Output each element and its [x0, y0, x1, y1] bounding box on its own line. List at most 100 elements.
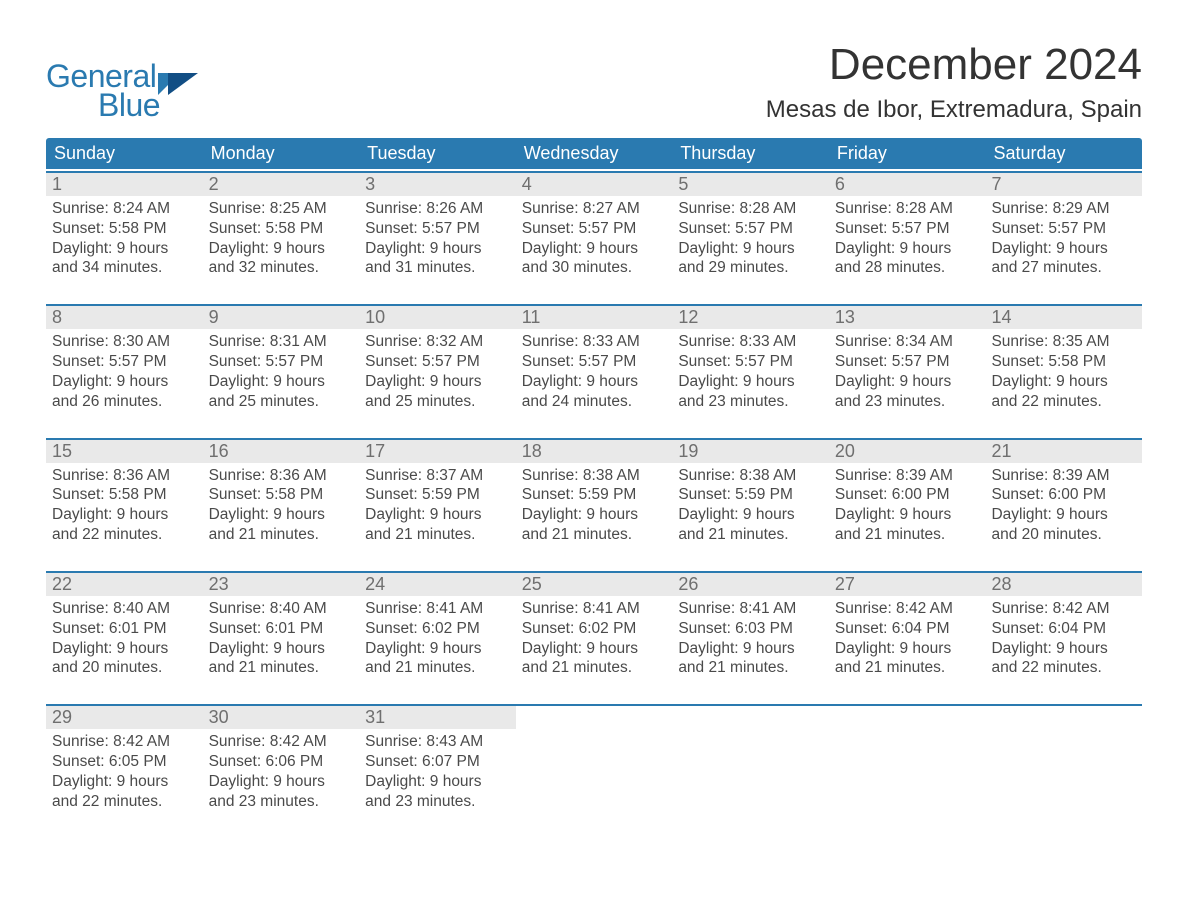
- day-number: 14: [985, 306, 1142, 329]
- day-sunset: Sunset: 5:57 PM: [522, 219, 667, 239]
- day-d1: Daylight: 9 hours: [522, 505, 667, 525]
- day-number: 3: [359, 173, 516, 196]
- day-d2: and 29 minutes.: [678, 258, 823, 278]
- day-sunrise: Sunrise: 8:37 AM: [365, 466, 510, 486]
- day-body: Sunrise: 8:36 AMSunset: 5:58 PMDaylight:…: [46, 463, 203, 545]
- day-number: 20: [829, 440, 986, 463]
- day-sunset: Sunset: 5:57 PM: [365, 352, 510, 372]
- day-number: 25: [516, 573, 673, 596]
- day-body: Sunrise: 8:37 AMSunset: 5:59 PMDaylight:…: [359, 463, 516, 545]
- day-sunrise: Sunrise: 8:42 AM: [209, 732, 354, 752]
- day-body: Sunrise: 8:25 AMSunset: 5:58 PMDaylight:…: [203, 196, 360, 278]
- day-d1: Daylight: 9 hours: [835, 505, 980, 525]
- day-sunset: Sunset: 6:03 PM: [678, 619, 823, 639]
- day-number: 30: [203, 706, 360, 729]
- header: General Blue December 2024 Mesas de Ibor…: [46, 40, 1142, 124]
- logo-word-2: Blue: [98, 87, 160, 124]
- calendar-day: 18Sunrise: 8:38 AMSunset: 5:59 PMDayligh…: [516, 440, 673, 545]
- calendar-day: 6Sunrise: 8:28 AMSunset: 5:57 PMDaylight…: [829, 173, 986, 278]
- location: Mesas de Ibor, Extremadura, Spain: [766, 96, 1142, 124]
- calendar-week: 1Sunrise: 8:24 AMSunset: 5:58 PMDaylight…: [46, 171, 1142, 278]
- day-sunset: Sunset: 6:00 PM: [991, 485, 1136, 505]
- day-d2: and 21 minutes.: [835, 525, 980, 545]
- day-d2: and 28 minutes.: [835, 258, 980, 278]
- calendar-day: 26Sunrise: 8:41 AMSunset: 6:03 PMDayligh…: [672, 573, 829, 678]
- day-number: 29: [46, 706, 203, 729]
- weekday-header: Wednesday: [516, 138, 673, 169]
- day-body: Sunrise: 8:28 AMSunset: 5:57 PMDaylight:…: [672, 196, 829, 278]
- day-sunset: Sunset: 6:04 PM: [991, 619, 1136, 639]
- day-sunrise: Sunrise: 8:36 AM: [209, 466, 354, 486]
- day-d2: and 32 minutes.: [209, 258, 354, 278]
- day-d2: and 22 minutes.: [991, 392, 1136, 412]
- day-sunrise: Sunrise: 8:27 AM: [522, 199, 667, 219]
- day-body: Sunrise: 8:38 AMSunset: 5:59 PMDaylight:…: [672, 463, 829, 545]
- day-body: Sunrise: 8:34 AMSunset: 5:57 PMDaylight:…: [829, 329, 986, 411]
- day-sunrise: Sunrise: 8:40 AM: [52, 599, 197, 619]
- calendar-day: 29Sunrise: 8:42 AMSunset: 6:05 PMDayligh…: [46, 706, 203, 811]
- day-sunset: Sunset: 6:01 PM: [209, 619, 354, 639]
- calendar-week: 22Sunrise: 8:40 AMSunset: 6:01 PMDayligh…: [46, 571, 1142, 678]
- day-d2: and 34 minutes.: [52, 258, 197, 278]
- calendar-day: 25Sunrise: 8:41 AMSunset: 6:02 PMDayligh…: [516, 573, 673, 678]
- weekday-header: Tuesday: [359, 138, 516, 169]
- logo: General Blue: [46, 58, 202, 124]
- day-number: 11: [516, 306, 673, 329]
- day-d1: Daylight: 9 hours: [991, 505, 1136, 525]
- day-d1: Daylight: 9 hours: [52, 239, 197, 259]
- day-sunset: Sunset: 5:57 PM: [678, 352, 823, 372]
- day-body: Sunrise: 8:42 AMSunset: 6:06 PMDaylight:…: [203, 729, 360, 811]
- calendar-day: 20Sunrise: 8:39 AMSunset: 6:00 PMDayligh…: [829, 440, 986, 545]
- day-body: Sunrise: 8:35 AMSunset: 5:58 PMDaylight:…: [985, 329, 1142, 411]
- day-number: 27: [829, 573, 986, 596]
- day-body: Sunrise: 8:24 AMSunset: 5:58 PMDaylight:…: [46, 196, 203, 278]
- day-number: 12: [672, 306, 829, 329]
- day-sunrise: Sunrise: 8:41 AM: [678, 599, 823, 619]
- day-body: Sunrise: 8:42 AMSunset: 6:04 PMDaylight:…: [985, 596, 1142, 678]
- day-d2: and 21 minutes.: [209, 658, 354, 678]
- day-d1: Daylight: 9 hours: [209, 505, 354, 525]
- day-d1: Daylight: 9 hours: [991, 239, 1136, 259]
- weekday-header: Friday: [829, 138, 986, 169]
- day-d1: Daylight: 9 hours: [365, 372, 510, 392]
- day-d2: and 27 minutes.: [991, 258, 1136, 278]
- day-body: Sunrise: 8:40 AMSunset: 6:01 PMDaylight:…: [203, 596, 360, 678]
- day-number: 24: [359, 573, 516, 596]
- day-number: 23: [203, 573, 360, 596]
- calendar-day: 17Sunrise: 8:37 AMSunset: 5:59 PMDayligh…: [359, 440, 516, 545]
- day-d1: Daylight: 9 hours: [52, 505, 197, 525]
- day-sunset: Sunset: 5:57 PM: [52, 352, 197, 372]
- day-d2: and 23 minutes.: [835, 392, 980, 412]
- calendar-day: 10Sunrise: 8:32 AMSunset: 5:57 PMDayligh…: [359, 306, 516, 411]
- day-sunset: Sunset: 6:05 PM: [52, 752, 197, 772]
- day-sunset: Sunset: 5:57 PM: [835, 352, 980, 372]
- calendar-day: 19Sunrise: 8:38 AMSunset: 5:59 PMDayligh…: [672, 440, 829, 545]
- day-body: Sunrise: 8:40 AMSunset: 6:01 PMDaylight:…: [46, 596, 203, 678]
- day-d1: Daylight: 9 hours: [835, 372, 980, 392]
- day-body: Sunrise: 8:39 AMSunset: 6:00 PMDaylight:…: [829, 463, 986, 545]
- day-d2: and 22 minutes.: [52, 525, 197, 545]
- day-d1: Daylight: 9 hours: [209, 639, 354, 659]
- day-sunrise: Sunrise: 8:41 AM: [522, 599, 667, 619]
- day-d2: and 25 minutes.: [209, 392, 354, 412]
- day-d2: and 21 minutes.: [522, 525, 667, 545]
- day-body: Sunrise: 8:41 AMSunset: 6:03 PMDaylight:…: [672, 596, 829, 678]
- day-d1: Daylight: 9 hours: [835, 639, 980, 659]
- day-sunrise: Sunrise: 8:25 AM: [209, 199, 354, 219]
- day-sunrise: Sunrise: 8:30 AM: [52, 332, 197, 352]
- day-d2: and 20 minutes.: [52, 658, 197, 678]
- day-d2: and 22 minutes.: [52, 792, 197, 812]
- calendar-day: 28Sunrise: 8:42 AMSunset: 6:04 PMDayligh…: [985, 573, 1142, 678]
- weekday-header: Sunday: [46, 138, 203, 169]
- day-number: 21: [985, 440, 1142, 463]
- day-sunrise: Sunrise: 8:28 AM: [678, 199, 823, 219]
- day-sunset: Sunset: 6:01 PM: [52, 619, 197, 639]
- day-sunset: Sunset: 5:59 PM: [522, 485, 667, 505]
- day-number: 19: [672, 440, 829, 463]
- day-d1: Daylight: 9 hours: [365, 639, 510, 659]
- day-sunset: Sunset: 5:57 PM: [365, 219, 510, 239]
- calendar: Sunday Monday Tuesday Wednesday Thursday…: [46, 138, 1142, 812]
- day-body: Sunrise: 8:32 AMSunset: 5:57 PMDaylight:…: [359, 329, 516, 411]
- day-sunrise: Sunrise: 8:38 AM: [678, 466, 823, 486]
- day-d2: and 26 minutes.: [52, 392, 197, 412]
